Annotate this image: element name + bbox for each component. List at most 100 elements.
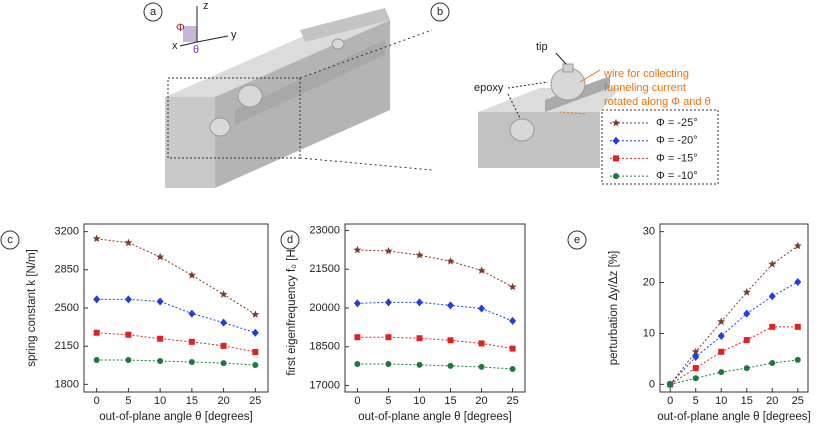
point [156,297,164,306]
legend-label: Φ = -10° [656,170,698,182]
y-axis-label: first eigenfrequency f₀ [Hz] [286,240,298,375]
axis-label: z [203,0,209,12]
point [188,359,195,365]
y-tick-label: 2500 [55,302,79,314]
legend-label: Φ = -20° [656,135,698,147]
point [251,328,259,337]
point [717,317,726,326]
x-tick-label: 0 [667,395,673,407]
point [252,362,259,369]
x-tick-label: 0 [354,395,360,407]
panel-label: a [150,6,157,18]
x-tick-label: 25 [792,395,804,407]
y-tick-label: 2850 [55,264,79,276]
point [477,266,486,274]
tip [562,63,574,73]
point [93,357,100,364]
y-tick-label: 18500 [309,341,340,353]
annotation: tip [536,41,548,53]
point [447,301,455,310]
point [188,338,195,345]
point [794,356,801,363]
x-tick-label: 5 [125,395,131,407]
series-line [669,326,798,385]
y-tick-label: 17000 [309,379,340,391]
point [124,238,133,247]
x-tick-label: 15 [444,395,456,407]
ridge [300,8,390,42]
panel-label: b [437,6,443,18]
illustration: z Φ θ x y a b tip epoxy wire for collect… [143,0,719,188]
x-axis [179,41,198,47]
annotation: epoxy [474,82,504,94]
plot-frame [659,223,809,393]
point [415,250,424,259]
panel-badge [430,2,450,22]
series-line [669,281,799,385]
x-tick-label: 10 [154,395,166,407]
x-tick-label: 15 [186,395,198,407]
annotation: funneling current [604,82,686,94]
x-tick-label: 25 [506,395,518,407]
x-tick-label: 10 [413,395,425,407]
y-tick-label: 3200 [55,226,79,238]
point [353,245,362,254]
panel-label: e [574,234,580,246]
axis-label: Φ [176,22,185,34]
y-axis-label: spring constant k [N/m] [26,249,38,367]
x-tick-label: 20 [766,395,778,407]
legend-label: Φ = -15° [656,152,698,164]
point [125,331,132,338]
point [353,299,361,308]
point [743,337,750,344]
point [793,241,802,250]
arrow [507,93,521,119]
point [157,358,164,365]
x-axis-label: out-of-plane angle θ [degrees] [358,411,511,423]
point [252,348,259,355]
series-line [96,332,256,353]
panel-badge [0,230,20,250]
point [743,309,751,318]
point [354,360,361,367]
y-tick-label: 20000 [309,302,340,314]
y-tick-label: 1800 [55,378,79,390]
epoxy-dome [509,118,535,142]
annotation: rotated along Φ and θ [604,96,711,108]
point [93,329,100,336]
series-line [357,301,513,322]
point [416,361,423,368]
x-tick-label: 20 [217,395,229,407]
block-front [478,112,600,168]
point [384,298,392,307]
zoom-box [167,77,301,159]
point [478,304,486,313]
arrow [579,69,601,83]
chart: 1800 2150 2500 2850 3200 0 5 10 15 20 25 out-of-pla… [0,223,269,423]
point [718,348,725,355]
point [768,260,777,268]
series-line [357,249,513,288]
arrow [555,52,567,65]
dome [331,38,345,50]
point [478,363,485,370]
point [742,288,751,296]
point [508,282,517,291]
point [718,369,725,376]
point [509,365,516,372]
point [219,290,228,298]
point [613,173,619,180]
axis-label: y [231,29,237,41]
x-tick-label: 10 [715,395,727,407]
point [415,298,423,307]
y-tick-label: 30 [643,226,655,238]
plot-frame [344,223,526,393]
legend-box [601,109,719,185]
point [220,342,227,349]
point [478,340,485,347]
panel-badge [143,2,163,22]
point [354,334,361,341]
series-line [669,245,799,385]
block-front [165,97,215,188]
